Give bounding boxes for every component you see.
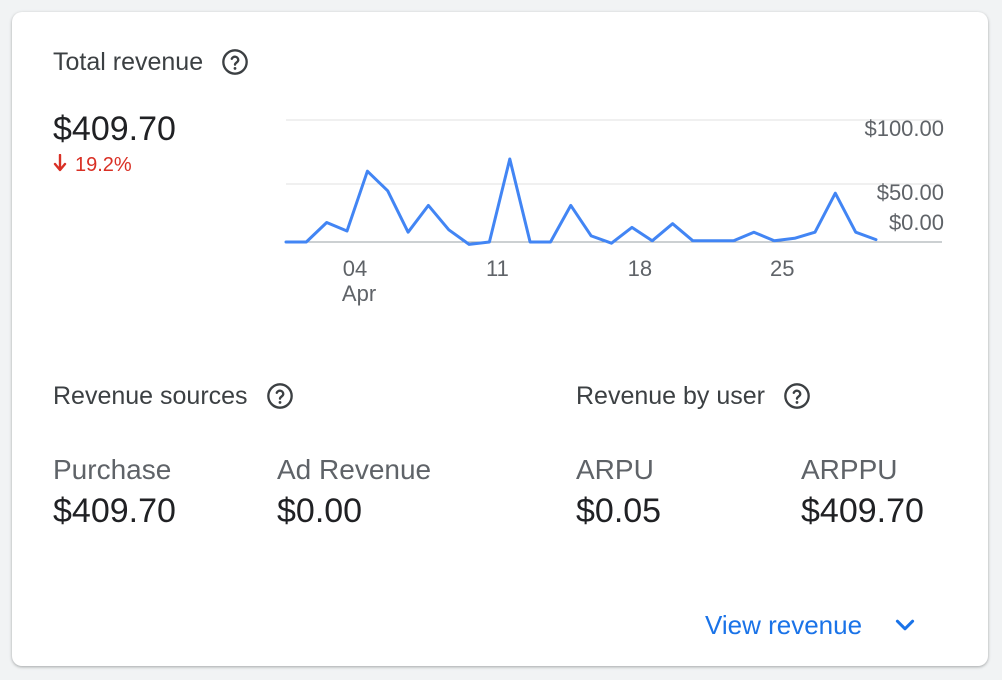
purchase-value: $409.70 bbox=[53, 492, 176, 530]
total-revenue-value: $409.70 bbox=[53, 110, 176, 148]
x-tick-label: 04 bbox=[343, 256, 367, 281]
revenue-change: 19.2% bbox=[53, 153, 132, 176]
total-revenue-title: Total revenue bbox=[53, 47, 204, 76]
arppu-metric: ARPPU $409.70 bbox=[801, 454, 924, 530]
revenue-sources-header: Revenue sources bbox=[53, 382, 294, 410]
view-revenue-link[interactable]: View revenue bbox=[705, 612, 918, 638]
view-revenue-label: View revenue bbox=[705, 610, 863, 640]
x-month-label: Apr bbox=[342, 281, 376, 306]
arppu-value: $409.70 bbox=[801, 492, 924, 530]
arppu-label: ARPPU bbox=[801, 454, 898, 485]
x-tick-label: 18 bbox=[628, 256, 652, 281]
ad-revenue-metric: Ad Revenue $0.00 bbox=[277, 454, 432, 530]
revenue-card: Total revenue $409.70 19.2% $100.00 $50.0… bbox=[12, 12, 988, 666]
purchase-metric: Purchase $409.70 bbox=[53, 454, 176, 530]
help-circle-icon[interactable] bbox=[783, 382, 811, 410]
revenue-by-user-title: Revenue by user bbox=[576, 381, 766, 410]
revenue-series-line bbox=[284, 157, 878, 246]
arpu-metric: ARPU $0.05 bbox=[576, 454, 662, 530]
arrow-down-icon bbox=[53, 153, 67, 176]
chevron-down-icon[interactable] bbox=[892, 612, 918, 638]
arpu-value: $0.05 bbox=[576, 492, 662, 530]
y-tick-label: $50.00 bbox=[877, 180, 944, 205]
y-tick-label: $100.00 bbox=[864, 116, 944, 141]
arpu-label: ARPU bbox=[576, 454, 654, 485]
revenue-by-user-header: Revenue by user bbox=[576, 382, 811, 410]
purchase-label: Purchase bbox=[53, 454, 172, 485]
ad-revenue-label: Ad Revenue bbox=[277, 454, 432, 485]
x-tick-label: 11 bbox=[486, 256, 509, 281]
help-circle-icon[interactable] bbox=[221, 48, 249, 76]
total-revenue-header: Total revenue bbox=[53, 48, 249, 76]
revenue-change-percent: 19.2% bbox=[75, 154, 132, 176]
help-circle-icon[interactable] bbox=[266, 382, 294, 410]
y-tick-label: $0.00 bbox=[889, 210, 944, 235]
x-tick-label: 25 bbox=[770, 256, 794, 281]
ad-revenue-value: $0.00 bbox=[277, 492, 363, 530]
revenue-sources-title: Revenue sources bbox=[53, 381, 248, 410]
